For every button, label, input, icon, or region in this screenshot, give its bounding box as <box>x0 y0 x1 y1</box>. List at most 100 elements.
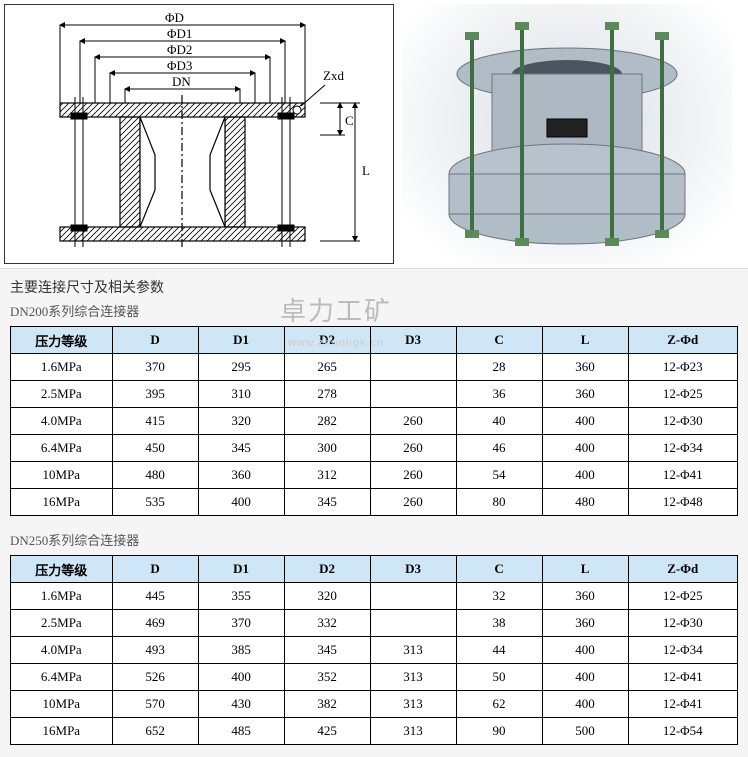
table-row: 6.4MPa4503453002604640012-Φ34 <box>11 435 738 462</box>
table-cell: 28 <box>456 354 542 381</box>
table-cell: 260 <box>370 408 456 435</box>
table-cell: 12-Φ25 <box>628 381 737 408</box>
table-cell: 445 <box>112 583 198 610</box>
product-photo <box>402 4 732 264</box>
table-row: 4.0MPa4933853453134440012-Φ34 <box>11 637 738 664</box>
table-row: 10MPa4803603122605440012-Φ41 <box>11 462 738 489</box>
table-cell: 50 <box>456 664 542 691</box>
table-cell: 526 <box>112 664 198 691</box>
table-cell: 12-Φ41 <box>628 462 737 489</box>
table-header-cell: Z-Φd <box>628 556 737 583</box>
table-cell: 652 <box>112 718 198 745</box>
dim-label-DN: DN <box>172 74 191 89</box>
table-cell: 80 <box>456 489 542 516</box>
table-cell: 62 <box>456 691 542 718</box>
table-cell: 360 <box>198 462 284 489</box>
table-cell: 332 <box>284 610 370 637</box>
table-cell: 415 <box>112 408 198 435</box>
table-header-cell: C <box>456 327 542 354</box>
table-cell: 12-Φ48 <box>628 489 737 516</box>
table-header-cell: L <box>542 327 628 354</box>
table-row: 16MPa5354003452608048012-Φ48 <box>11 489 738 516</box>
table-row: 2.5MPa3953102783636012-Φ25 <box>11 381 738 408</box>
table-cell: 500 <box>542 718 628 745</box>
table-cell: 4.0MPa <box>11 637 113 664</box>
subsection-title: DN200系列综合连接器 <box>0 299 748 326</box>
table-cell: 2.5MPa <box>11 381 113 408</box>
table-cell: 16MPa <box>11 489 113 516</box>
table-cell: 400 <box>198 664 284 691</box>
table-cell: 313 <box>370 637 456 664</box>
table-header-cell: Z-Φd <box>628 327 737 354</box>
table-cell: 400 <box>198 489 284 516</box>
table-header-cell: D3 <box>370 556 456 583</box>
table-cell: 480 <box>542 489 628 516</box>
dim-label-L: L <box>362 163 370 178</box>
table-cell: 1.6MPa <box>11 583 113 610</box>
table-cell: 16MPa <box>11 718 113 745</box>
table-cell: 4.0MPa <box>11 408 113 435</box>
table-cell: 320 <box>198 408 284 435</box>
table-cell: 430 <box>198 691 284 718</box>
table-cell: 313 <box>370 664 456 691</box>
table-cell: 260 <box>370 489 456 516</box>
table-cell: 300 <box>284 435 370 462</box>
table-cell: 345 <box>284 489 370 516</box>
table-cell: 310 <box>198 381 284 408</box>
table-cell: 295 <box>198 354 284 381</box>
table-header-cell: D <box>112 556 198 583</box>
table-header-cell: D2 <box>284 556 370 583</box>
table-cell: 485 <box>198 718 284 745</box>
table-cell: 345 <box>198 435 284 462</box>
table-cell: 6.4MPa <box>11 664 113 691</box>
table-cell: 382 <box>284 691 370 718</box>
table-cell: 2.5MPa <box>11 610 113 637</box>
table-cell: 44 <box>456 637 542 664</box>
table-header-cell: D <box>112 327 198 354</box>
dim-label-phiD: ΦD <box>165 10 184 25</box>
table-cell: 400 <box>542 435 628 462</box>
table-cell: 38 <box>456 610 542 637</box>
table-cell: 469 <box>112 610 198 637</box>
table-cell: 278 <box>284 381 370 408</box>
table-cell: 345 <box>284 637 370 664</box>
table-cell: 46 <box>456 435 542 462</box>
table-row: 4.0MPa4153202822604040012-Φ30 <box>11 408 738 435</box>
table-cell: 535 <box>112 489 198 516</box>
table-cell: 400 <box>542 462 628 489</box>
table-row: 1.6MPa3702952652836012-Φ23 <box>11 354 738 381</box>
dim-label-Zxd: Zxd <box>323 68 344 83</box>
table-cell: 54 <box>456 462 542 489</box>
table-cell: 282 <box>284 408 370 435</box>
table-cell: 360 <box>542 583 628 610</box>
table-cell: 32 <box>456 583 542 610</box>
spec-table: 压力等级DD1D2D3CLZ-Φd1.6MPa3702952652836012-… <box>10 326 738 516</box>
table-cell: 370 <box>198 610 284 637</box>
table-header-cell: L <box>542 556 628 583</box>
table-cell: 360 <box>542 381 628 408</box>
table-cell: 12-Φ23 <box>628 354 737 381</box>
table-cell: 480 <box>112 462 198 489</box>
table-cell: 40 <box>456 408 542 435</box>
table-cell <box>370 354 456 381</box>
table-cell: 12-Φ34 <box>628 637 737 664</box>
subsection-title: DN250系列综合连接器 <box>0 528 748 555</box>
table-cell: 313 <box>370 691 456 718</box>
table-cell: 385 <box>198 637 284 664</box>
table-cell: 6.4MPa <box>11 435 113 462</box>
table-row: 6.4MPa5264003523135040012-Φ41 <box>11 664 738 691</box>
table-cell: 10MPa <box>11 691 113 718</box>
dim-label-phiD3: ΦD3 <box>167 58 192 73</box>
table-header-cell: 压力等级 <box>11 327 113 354</box>
table-cell: 12-Φ41 <box>628 664 737 691</box>
table-cell: 12-Φ41 <box>628 691 737 718</box>
table-cell: 10MPa <box>11 462 113 489</box>
table-cell <box>370 583 456 610</box>
table-cell: 400 <box>542 691 628 718</box>
dim-label-C: C <box>345 113 354 128</box>
table-cell: 400 <box>542 408 628 435</box>
table-cell: 313 <box>370 718 456 745</box>
dim-label-phiD2: ΦD2 <box>167 42 192 57</box>
table-cell: 370 <box>112 354 198 381</box>
table-header-cell: C <box>456 556 542 583</box>
